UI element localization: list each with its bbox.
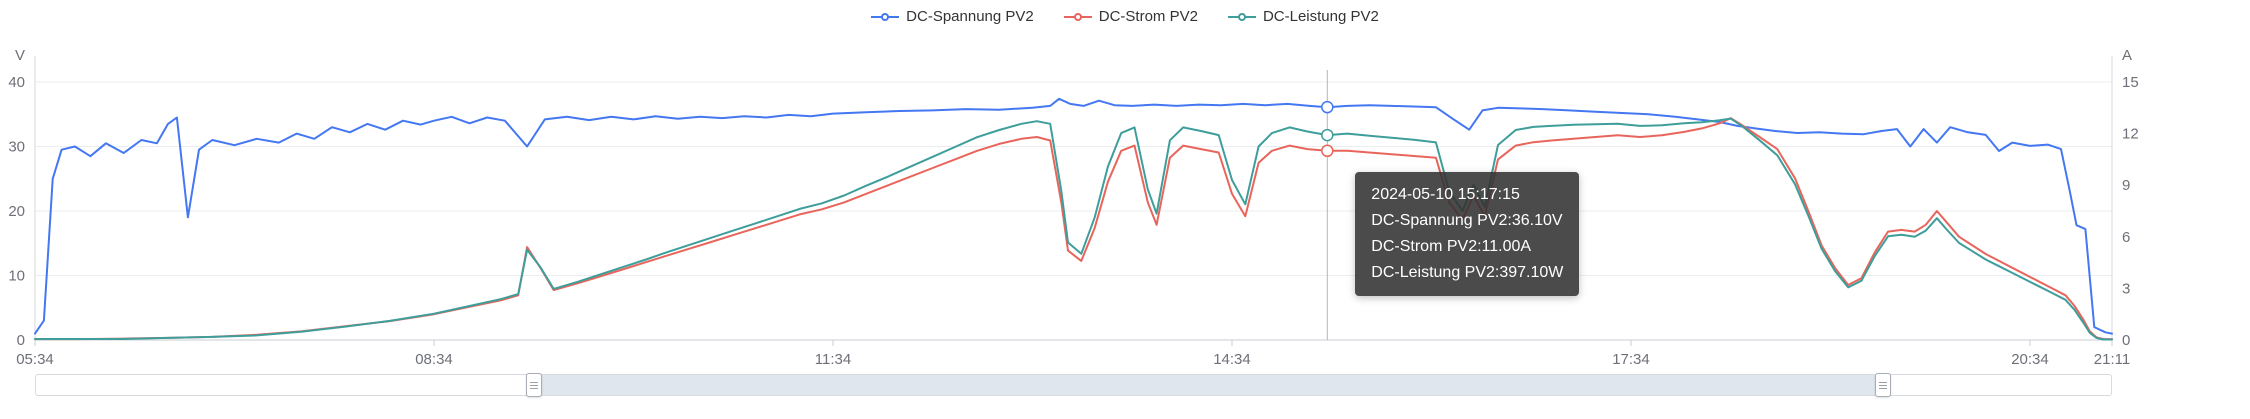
hover-marker-icon xyxy=(1321,144,1334,158)
right-axis-tick-label: 0 xyxy=(2122,332,2130,349)
x-axis-tick-label: 17:34 xyxy=(1612,351,1650,368)
legend-line-circle-icon xyxy=(1063,12,1092,21)
x-axis-tick-label: 11:34 xyxy=(815,351,851,368)
hover-marker-icon xyxy=(1321,100,1334,114)
legend: DC-Spannung PV2 DC-Strom PV2 DC-Leistung P… xyxy=(0,8,2250,25)
left-axis-tick-label: 20 xyxy=(8,203,25,220)
drag-grip-icon xyxy=(530,381,538,389)
right-axis-tick-label: 3 xyxy=(2122,280,2130,297)
datazoom-handle-left[interactable] xyxy=(526,373,542,397)
x-axis-tick-label: 21:11 xyxy=(2094,351,2130,368)
datazoom-track[interactable] xyxy=(35,373,2112,397)
legend-line-circle-icon xyxy=(1227,12,1256,21)
legend-line-circle-icon xyxy=(871,12,900,21)
legend-label: DC-Strom PV2 xyxy=(1098,8,1198,25)
x-axis-tick-label: 08:34 xyxy=(415,351,453,368)
legend-item-dc-spannung-pv2[interactable]: DC-Spannung PV2 xyxy=(871,8,1034,25)
datazoom-handle-right[interactable] xyxy=(1874,373,1891,397)
legend-item-dc-strom-pv2[interactable]: DC-Strom PV2 xyxy=(1063,8,1198,25)
x-axis-tick-label: 14:34 xyxy=(1213,351,1251,368)
x-axis-tick-label: 05:34 xyxy=(16,351,54,368)
left-axis-tick-label: 10 xyxy=(8,268,25,285)
right-axis-unit: A xyxy=(2122,47,2132,64)
left-axis-tick-label: 0 xyxy=(17,332,25,349)
series-line-dc-leistung-pv2[interactable] xyxy=(34,117,2113,341)
hover-marker-icon xyxy=(1321,128,1334,142)
drag-grip-icon xyxy=(1878,381,1887,389)
right-axis-tick-label: 9 xyxy=(2122,177,2130,194)
datazoom-selection[interactable] xyxy=(534,375,1883,395)
left-axis-tick-label: 40 xyxy=(8,74,25,91)
left-axis-unit: V xyxy=(15,47,25,64)
left-axis-tick-label: 30 xyxy=(8,139,25,156)
right-axis-tick-label: 12 xyxy=(2122,126,2139,143)
x-axis-tick-label: 20:34 xyxy=(2011,351,2049,368)
series-line-dc-strom-pv2[interactable] xyxy=(34,117,2113,341)
legend-label: DC-Spannung PV2 xyxy=(906,8,1034,25)
right-axis-tick-label: 6 xyxy=(2122,229,2130,246)
legend-label: DC-Leistung PV2 xyxy=(1262,8,1379,25)
legend-item-dc-leistung-pv2[interactable]: DC-Leistung PV2 xyxy=(1227,8,1379,25)
series-line-dc-spannung-pv2[interactable] xyxy=(34,97,2113,335)
right-axis-tick-label: 15 xyxy=(2122,74,2139,91)
